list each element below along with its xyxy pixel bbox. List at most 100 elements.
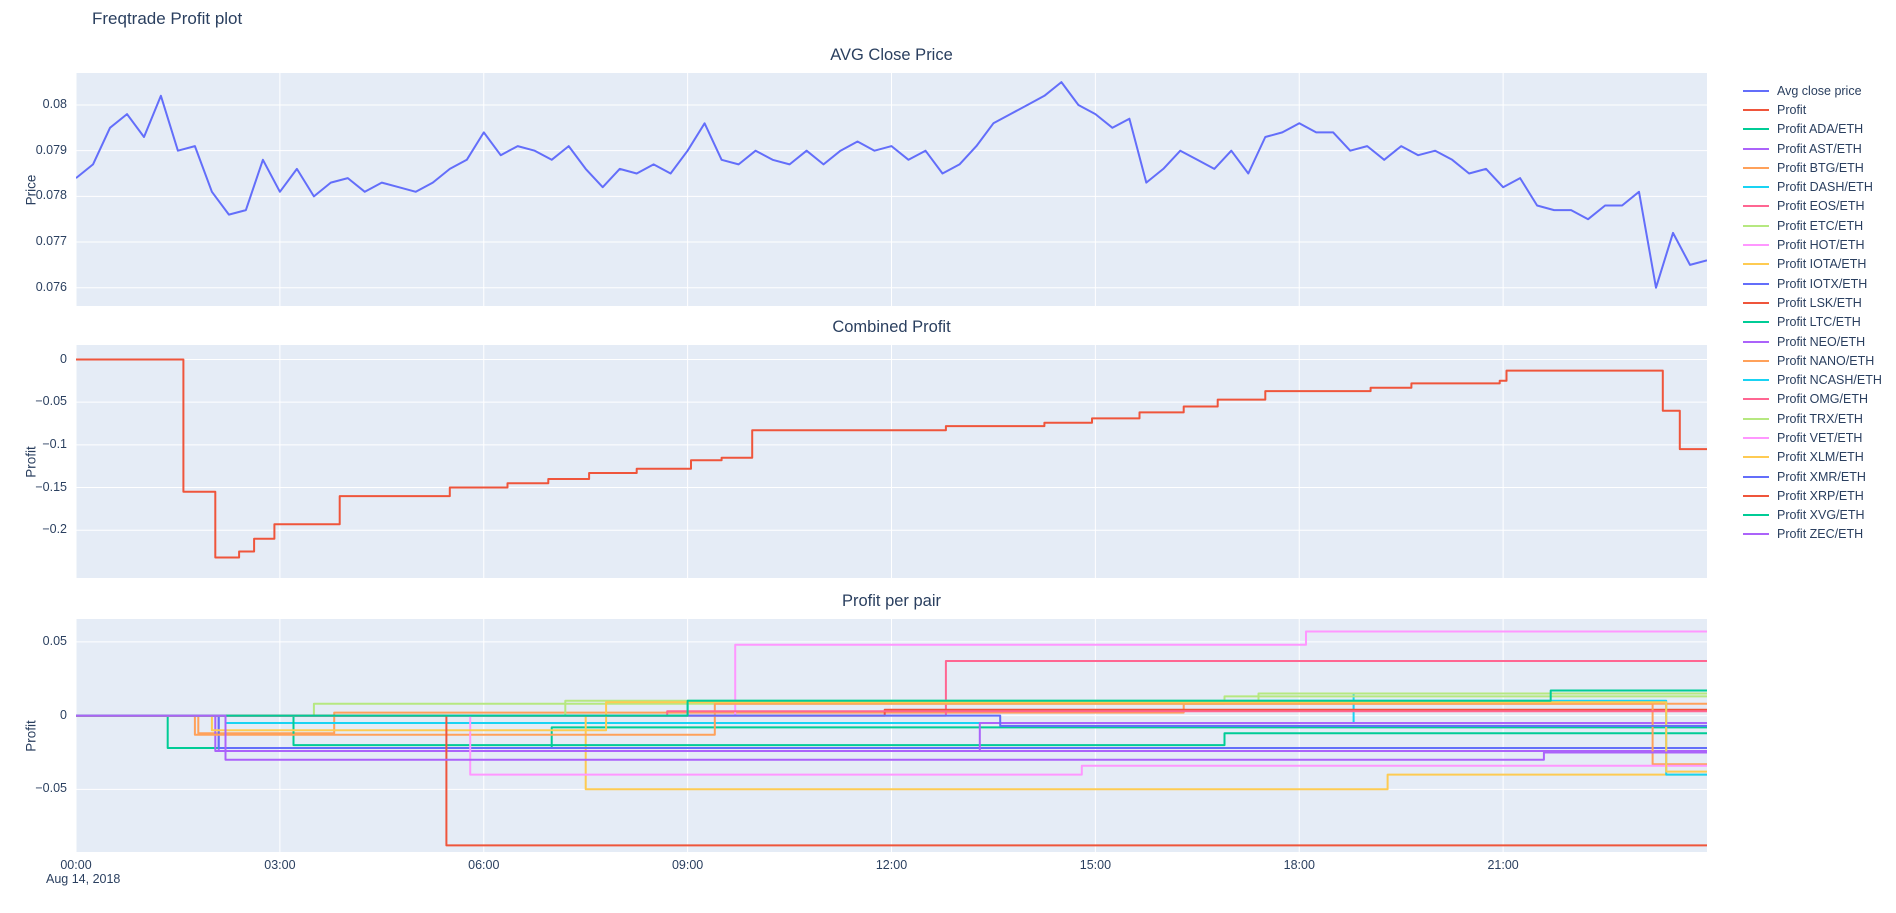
legend-item-label: Profit DASH/ETH — [1777, 180, 1873, 195]
ytick-label-pairs: 0 — [60, 707, 67, 722]
series-line-profit[interactable] — [76, 358, 1707, 559]
legend-item-profit-xvg-eth[interactable]: Profit XVG/ETH — [1743, 506, 1882, 525]
legend-item-label: Profit BTG/ETH — [1777, 160, 1864, 175]
legend-item-profit-iota-eth[interactable]: Profit IOTA/ETH — [1743, 255, 1882, 274]
legend-item-profit-trx-eth[interactable]: Profit TRX/ETH — [1743, 409, 1882, 428]
legend-line-swatch — [1743, 533, 1769, 536]
legend-item-label: Profit — [1777, 102, 1807, 117]
legend-line-swatch — [1743, 89, 1769, 92]
legend-item-profit[interactable]: Profit — [1743, 100, 1882, 119]
legend-item-profit-xrp-eth[interactable]: Profit XRP/ETH — [1743, 486, 1882, 505]
legend-item-label: Profit HOT/ETH — [1777, 238, 1865, 253]
legend-item-label: Profit LTC/ETH — [1777, 315, 1861, 330]
legend-item-label: Profit IOTA/ETH — [1777, 257, 1867, 272]
legend-line-swatch — [1743, 359, 1769, 362]
series-line-profit-zec-eth[interactable] — [76, 714, 1707, 761]
xtick-label: 06:00 — [468, 858, 500, 872]
ytick-label-price: 0.076 — [35, 279, 67, 294]
legend-item-profit-ast-eth[interactable]: Profit AST/ETH — [1743, 139, 1882, 158]
legend-item-label: Profit IOTX/ETH — [1777, 276, 1868, 291]
legend-item-profit-btg-eth[interactable]: Profit BTG/ETH — [1743, 158, 1882, 177]
legend-line-swatch — [1743, 166, 1769, 169]
ytick-label-combined: −0.1 — [42, 436, 67, 451]
page-title: Freqtrade Profit plot — [92, 9, 243, 28]
y-axis-title-combined: Profit — [23, 445, 39, 478]
xtick-label: 12:00 — [875, 858, 908, 872]
series-line-profit-xvg-eth[interactable] — [76, 689, 1707, 717]
legend-line-swatch — [1743, 456, 1769, 459]
legend-line-swatch — [1743, 321, 1769, 324]
plot-area-combined[interactable] — [76, 345, 1707, 578]
chart-svg-price — [76, 73, 1707, 306]
legend-item-profit-nano-eth[interactable]: Profit NANO/ETH — [1743, 351, 1882, 370]
xtick-label: 03:00 — [264, 858, 296, 872]
subplot-title-price: AVG Close Price — [830, 46, 953, 64]
legend-item-profit-ncash-eth[interactable]: Profit NCASH/ETH — [1743, 370, 1882, 389]
xaxis-date-label: Aug 14, 2018 — [46, 872, 121, 886]
legend-item-profit-ada-eth[interactable]: Profit ADA/ETH — [1743, 120, 1882, 139]
legend-item-profit-etc-eth[interactable]: Profit ETC/ETH — [1743, 216, 1882, 235]
legend-line-swatch — [1743, 475, 1769, 478]
legend-item-profit-lsk-eth[interactable]: Profit LSK/ETH — [1743, 293, 1882, 312]
y-axis-title-pairs: Profit — [23, 719, 39, 752]
ytick-label-combined: −0.2 — [42, 522, 67, 537]
legend-item-profit-xmr-eth[interactable]: Profit XMR/ETH — [1743, 467, 1882, 486]
legend-item-profit-xlm-eth[interactable]: Profit XLM/ETH — [1743, 448, 1882, 467]
legend-item-avg-close-price[interactable]: Avg close price — [1743, 81, 1882, 100]
legend-item-label: Avg close price — [1777, 83, 1862, 98]
plot-area-pairs[interactable] — [76, 619, 1707, 852]
legend-item-profit-dash-eth[interactable]: Profit DASH/ETH — [1743, 177, 1882, 196]
legend-item-label: Profit NCASH/ETH — [1777, 373, 1882, 388]
legend-item-label: Profit ADA/ETH — [1777, 122, 1864, 137]
ytick-label-pairs: 0.05 — [42, 633, 67, 648]
legend-item-profit-vet-eth[interactable]: Profit VET/ETH — [1743, 428, 1882, 447]
legend: Avg close price Profit Profit ADA/ETH Profi… — [1743, 81, 1882, 544]
legend-item-label: Profit XLM/ETH — [1777, 450, 1864, 465]
legend-line-swatch — [1743, 224, 1769, 227]
legend-line-swatch — [1743, 263, 1769, 266]
legend-line-swatch — [1743, 244, 1769, 247]
xtick-label: 09:00 — [671, 858, 704, 872]
legend-item-profit-eos-eth[interactable]: Profit EOS/ETH — [1743, 197, 1882, 216]
legend-item-profit-iotx-eth[interactable]: Profit IOTX/ETH — [1743, 274, 1882, 293]
ytick-label-price: 0.079 — [35, 142, 67, 157]
plot-area-price[interactable] — [76, 73, 1707, 306]
legend-item-label: Profit NANO/ETH — [1777, 353, 1875, 368]
legend-line-swatch — [1743, 128, 1769, 131]
legend-line-swatch — [1743, 379, 1769, 382]
legend-item-label: Profit NEO/ETH — [1777, 334, 1866, 349]
ytick-label-combined: −0.05 — [35, 394, 67, 409]
ytick-label-price: 0.078 — [35, 188, 67, 203]
subplot-title-combined: Combined Profit — [832, 318, 951, 336]
legend-item-label: Profit XVG/ETH — [1777, 508, 1865, 523]
ytick-label-pairs: −0.05 — [35, 781, 67, 796]
legend-line-swatch — [1743, 108, 1769, 111]
legend-item-label: Profit OMG/ETH — [1777, 392, 1868, 407]
legend-item-label: Profit TRX/ETH — [1777, 411, 1863, 426]
legend-line-swatch — [1743, 147, 1769, 150]
ytick-label-price: 0.077 — [35, 234, 67, 248]
legend-line-swatch — [1743, 494, 1769, 497]
legend-item-profit-omg-eth[interactable]: Profit OMG/ETH — [1743, 390, 1882, 409]
legend-line-swatch — [1743, 186, 1769, 189]
series-line-profit-nano-eth[interactable] — [76, 702, 1707, 766]
legend-item-label: Profit ETC/ETH — [1777, 218, 1864, 233]
ytick-label-price: 0.08 — [42, 97, 67, 111]
series-line-avg-close-price[interactable] — [76, 81, 1707, 289]
legend-item-profit-ltc-eth[interactable]: Profit LTC/ETH — [1743, 313, 1882, 332]
legend-item-label: Profit EOS/ETH — [1777, 199, 1865, 214]
ytick-label-combined: 0 — [60, 351, 67, 366]
xtick-label: 00:00 — [60, 858, 92, 872]
y-axis-title-price: Price — [23, 174, 39, 205]
xtick-label: 18:00 — [1283, 858, 1315, 872]
legend-item-profit-zec-eth[interactable]: Profit ZEC/ETH — [1743, 525, 1882, 544]
legend-item-profit-neo-eth[interactable]: Profit NEO/ETH — [1743, 332, 1882, 351]
legend-line-swatch — [1743, 205, 1769, 208]
legend-item-profit-hot-eth[interactable]: Profit HOT/ETH — [1743, 235, 1882, 254]
xtick-label: 21:00 — [1487, 858, 1519, 872]
legend-item-label: Profit XRP/ETH — [1777, 488, 1864, 503]
legend-line-swatch — [1743, 398, 1769, 401]
legend-item-label: Profit ZEC/ETH — [1777, 527, 1864, 542]
chart-svg-pairs — [76, 619, 1707, 852]
